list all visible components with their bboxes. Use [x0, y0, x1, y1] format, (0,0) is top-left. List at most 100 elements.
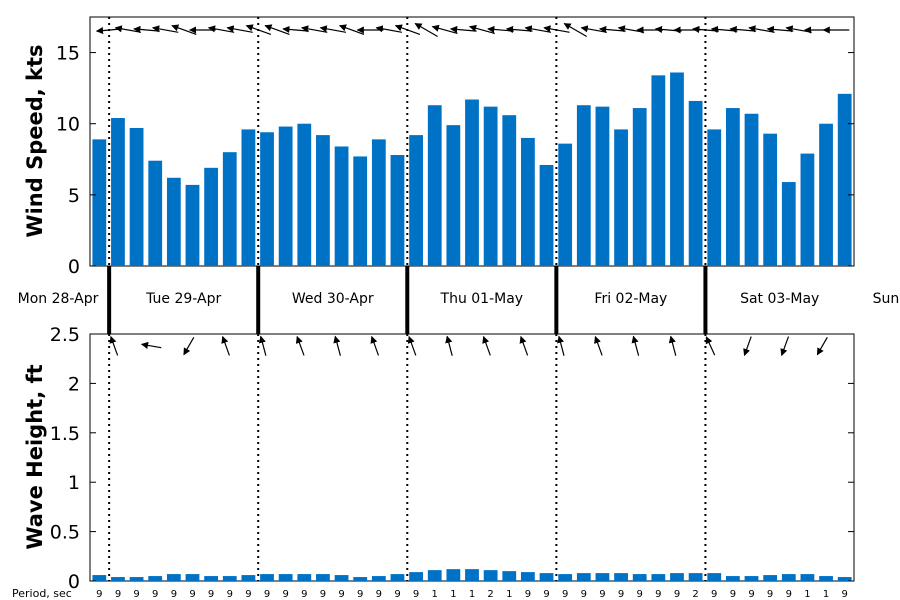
wind-bar — [148, 160, 163, 266]
wind-direction-arrow — [469, 24, 495, 34]
wind-bars — [92, 72, 852, 267]
wave-direction-arrow — [482, 335, 491, 356]
wave-bar — [316, 574, 330, 581]
period-value: 9 — [320, 589, 326, 600]
day-labels: Mon 28-Apr Tue 29-Apr Wed 30-Apr Thu 01-May… — [18, 266, 900, 334]
period-value: 9 — [283, 589, 289, 600]
wind-bar — [204, 167, 219, 266]
wind-bar — [185, 184, 200, 266]
wave-ytick-label: 0 — [68, 571, 80, 593]
wind-bar — [614, 129, 628, 266]
wave-bar — [297, 574, 312, 581]
wave-direction-arrow — [140, 341, 162, 349]
wave-direction-arrow — [743, 336, 752, 357]
wave-ytick-label: 2.5 — [50, 324, 80, 346]
wave-bar — [651, 574, 666, 581]
wind-direction-arrow — [282, 25, 309, 34]
wave-ytick-label: 1 — [68, 472, 80, 494]
period-value: 9 — [357, 589, 363, 600]
wave-direction-arrow — [668, 335, 677, 356]
wave-panel: 0 0.5 1 1.5 2 2.5 Wave Height, ft Period, sec… — [12, 324, 855, 600]
wave-direction-arrow — [407, 335, 417, 356]
wave-bar — [148, 576, 163, 581]
period-value: 9 — [227, 589, 233, 600]
wind-bar — [744, 113, 759, 266]
wind-bar — [688, 100, 703, 266]
wave-bars — [92, 569, 852, 581]
wave-direction-arrow — [594, 335, 603, 356]
wind-bar — [129, 127, 144, 266]
wind-direction-arrow — [598, 25, 626, 34]
period-value: 9 — [655, 589, 661, 600]
period-value: 9 — [413, 589, 419, 600]
wind-ytick-label: 10 — [56, 114, 80, 136]
wave-ytick-label: 1.5 — [50, 423, 80, 445]
wind-direction-arrow — [151, 25, 179, 33]
wind-bar — [409, 135, 423, 266]
wave-bar — [819, 576, 833, 581]
period-value: 9 — [208, 589, 214, 600]
wave-bar — [465, 569, 479, 581]
wave-direction-arrow — [705, 336, 716, 356]
wave-direction-arrow — [221, 335, 230, 356]
wind-bar — [725, 108, 740, 266]
wind-bar — [316, 135, 330, 266]
wave-direction-arrow — [780, 336, 790, 357]
period-values: 9 9 9 9 9 9 9 9 9 9 9 9 9 9 9 9 9 9 1 1 1 2 1 9 9 9 9 9 9 9 9 9 2 9 9 9 9 9 1 1… — [96, 589, 848, 600]
wind-bar — [334, 146, 349, 266]
day-label: Sun — [873, 291, 900, 307]
wave-bar — [409, 572, 423, 581]
wind-y-axis-label: Wind Speed, kts — [23, 44, 47, 237]
wind-direction-arrow — [114, 25, 142, 33]
wind-bar — [166, 177, 181, 266]
wave-bar — [241, 575, 256, 581]
wave-plot-frame — [89, 333, 855, 582]
wave-bar — [390, 574, 405, 581]
period-value: 9 — [394, 589, 400, 600]
period-value: 9 — [637, 589, 643, 600]
wind-direction-arrow — [394, 24, 421, 35]
wind-direction-arrows — [95, 22, 850, 38]
day-label: Fri 02-May — [594, 291, 667, 307]
wind-bar — [371, 139, 386, 266]
period-value: 1 — [450, 589, 456, 600]
wave-direction-arrow — [631, 335, 640, 356]
wave-bar — [483, 570, 498, 581]
day-label: Wed 30-Apr — [292, 291, 374, 307]
wave-bar — [800, 574, 815, 581]
wind-bar — [502, 115, 517, 267]
day-label: Thu 01-May — [440, 291, 524, 307]
period-value: 9 — [189, 589, 195, 600]
wave-bar — [334, 575, 349, 581]
period-value: 1 — [469, 589, 475, 600]
period-value: 2 — [692, 589, 698, 600]
wind-bar — [278, 126, 293, 266]
wind-bar — [595, 106, 610, 266]
day-label: Sat 03-May — [740, 291, 819, 307]
wind-bar — [558, 143, 573, 266]
wave-direction-arrow — [109, 335, 119, 356]
wind-bar — [781, 182, 796, 266]
period-value: 9 — [562, 589, 568, 600]
period-value: 9 — [525, 589, 531, 600]
period-value: 9 — [245, 589, 251, 600]
wave-bar — [427, 570, 442, 581]
wind-ytick-label: 0 — [68, 256, 80, 278]
wind-panel: 0 5 10 15 Wind Speed, kts — [23, 16, 855, 278]
wave-bar — [260, 574, 274, 581]
wind-ytick-label: 15 — [56, 43, 80, 65]
wind-bar — [819, 123, 833, 267]
wave-ytick-label: 0.5 — [50, 522, 80, 544]
wind-bar — [707, 129, 722, 266]
period-value: 9 — [133, 589, 139, 600]
wave-bar — [781, 574, 796, 581]
wave-direction-arrow — [445, 335, 453, 356]
period-value: 9 — [599, 589, 605, 600]
wave-bar — [632, 574, 647, 581]
wind-direction-arrow — [563, 22, 588, 38]
wave-bar — [92, 575, 107, 581]
wind-bar — [670, 72, 684, 267]
wave-direction-arrow — [370, 335, 380, 356]
period-value: 9 — [674, 589, 680, 600]
period-value: 1 — [804, 589, 810, 600]
